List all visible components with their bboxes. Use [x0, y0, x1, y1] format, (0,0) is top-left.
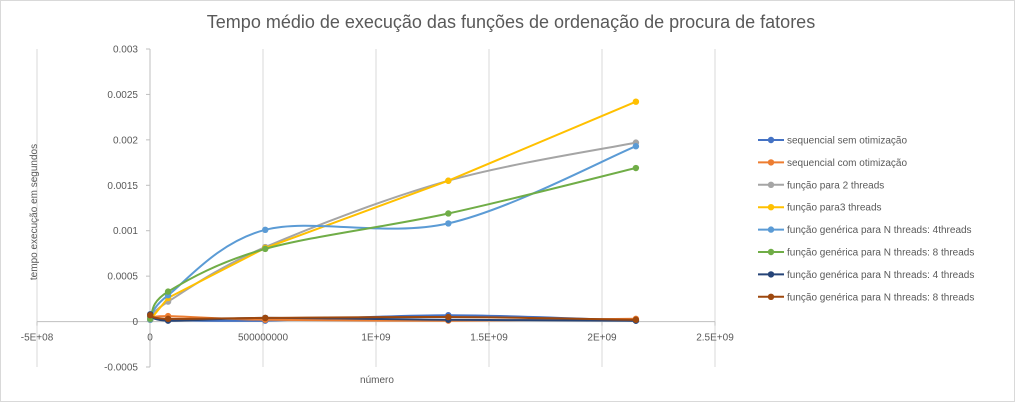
- data-point: [632, 316, 640, 323]
- x-tick-label: -5E+08: [21, 333, 54, 344]
- data-point: [632, 164, 640, 172]
- x-tick-label: 2E+09: [587, 333, 617, 344]
- legend-item: função genérica para N threads: 4threads: [758, 225, 972, 236]
- x-axis-ticks: -5E+08 0 500000000 1E+09 1.5E+09 2E+09 2.5E+09: [21, 321, 734, 344]
- series-line: [149, 100, 637, 321]
- data-point: [262, 314, 269, 322]
- data-point: [445, 313, 452, 321]
- legend: sequencial sem otimização sequencial com …: [758, 136, 974, 303]
- legend-marker: [767, 293, 775, 300]
- legend-item: função para 2 threads: [758, 180, 884, 191]
- data-point: [632, 143, 640, 150]
- data-point: [445, 210, 452, 217]
- series-group: [147, 143, 640, 323]
- legend-label: função genérica para N threads: 8 thread…: [787, 248, 974, 259]
- series-line: [149, 141, 637, 321]
- data-point: [262, 226, 269, 234]
- legend-marker: [767, 159, 775, 166]
- y-tick-label: 0.003: [113, 45, 138, 56]
- data-point: [632, 98, 640, 105]
- series-group: [147, 139, 640, 323]
- legend-marker: [767, 181, 775, 188]
- legend-label: função genérica para N threads: 8 thread…: [787, 292, 974, 303]
- y-tick-label: 0.0015: [107, 181, 138, 192]
- legend-item: função para3 threads: [758, 203, 882, 214]
- y-axis-title: tempo execução em segundos: [29, 144, 40, 280]
- legend-item: função genérica para N threads: 4 thread…: [758, 270, 974, 281]
- x-axis-title: número: [360, 375, 394, 386]
- data-point: [445, 177, 452, 184]
- y-axis-ticks: -0.0005 0 0.0005 0.001 0.0015 0.002 0.0025 0.00…: [104, 45, 150, 374]
- legend-label: sequencial com otimização: [787, 158, 907, 169]
- y-tick-label: 0.0025: [107, 90, 138, 101]
- data-point: [147, 312, 154, 319]
- legend-marker: [767, 204, 775, 211]
- legend-marker: [767, 271, 775, 278]
- y-tick-label: -0.0005: [104, 363, 138, 374]
- data-point: [164, 315, 172, 323]
- x-tick-label: 500000000: [238, 333, 288, 344]
- y-tick-label: 0.0005: [107, 272, 138, 283]
- series-line: [149, 167, 637, 320]
- series-layer: [147, 98, 640, 324]
- x-tick-label: 2.5E+09: [696, 333, 734, 344]
- series-line: [149, 145, 637, 321]
- legend-marker: [767, 136, 775, 144]
- chart-title: Tempo médio de execução das funções de o…: [207, 12, 815, 32]
- legend-item: função genérica para N threads: 8 thread…: [758, 292, 974, 303]
- y-tick-label: 0.001: [113, 226, 138, 237]
- legend-marker: [767, 226, 775, 233]
- legend-label: função genérica para N threads: 4threads: [787, 225, 972, 236]
- legend-marker: [767, 248, 775, 256]
- legend-item: sequencial com otimização: [758, 158, 907, 169]
- data-point: [445, 220, 452, 227]
- x-tick-label: 1.5E+09: [470, 333, 508, 344]
- y-tick-label: 0: [132, 317, 138, 328]
- legend-label: função genérica para N threads: 4 thread…: [787, 270, 974, 281]
- legend-label: função para3 threads: [787, 203, 882, 214]
- legend-label: sequencial sem otimização: [787, 136, 907, 147]
- series-group: [147, 312, 640, 323]
- legend-item: sequencial sem otimização: [758, 136, 907, 147]
- x-tick-label: 1E+09: [361, 333, 391, 344]
- legend-item: função genérica para N threads: 8 thread…: [758, 248, 974, 259]
- x-tick-label: 0: [147, 333, 153, 344]
- data-point: [164, 288, 172, 295]
- legend-label: função para 2 threads: [787, 180, 884, 191]
- series-group: [147, 164, 640, 323]
- data-point: [262, 245, 269, 253]
- y-tick-label: 0.002: [113, 135, 138, 146]
- series-group: [147, 98, 640, 323]
